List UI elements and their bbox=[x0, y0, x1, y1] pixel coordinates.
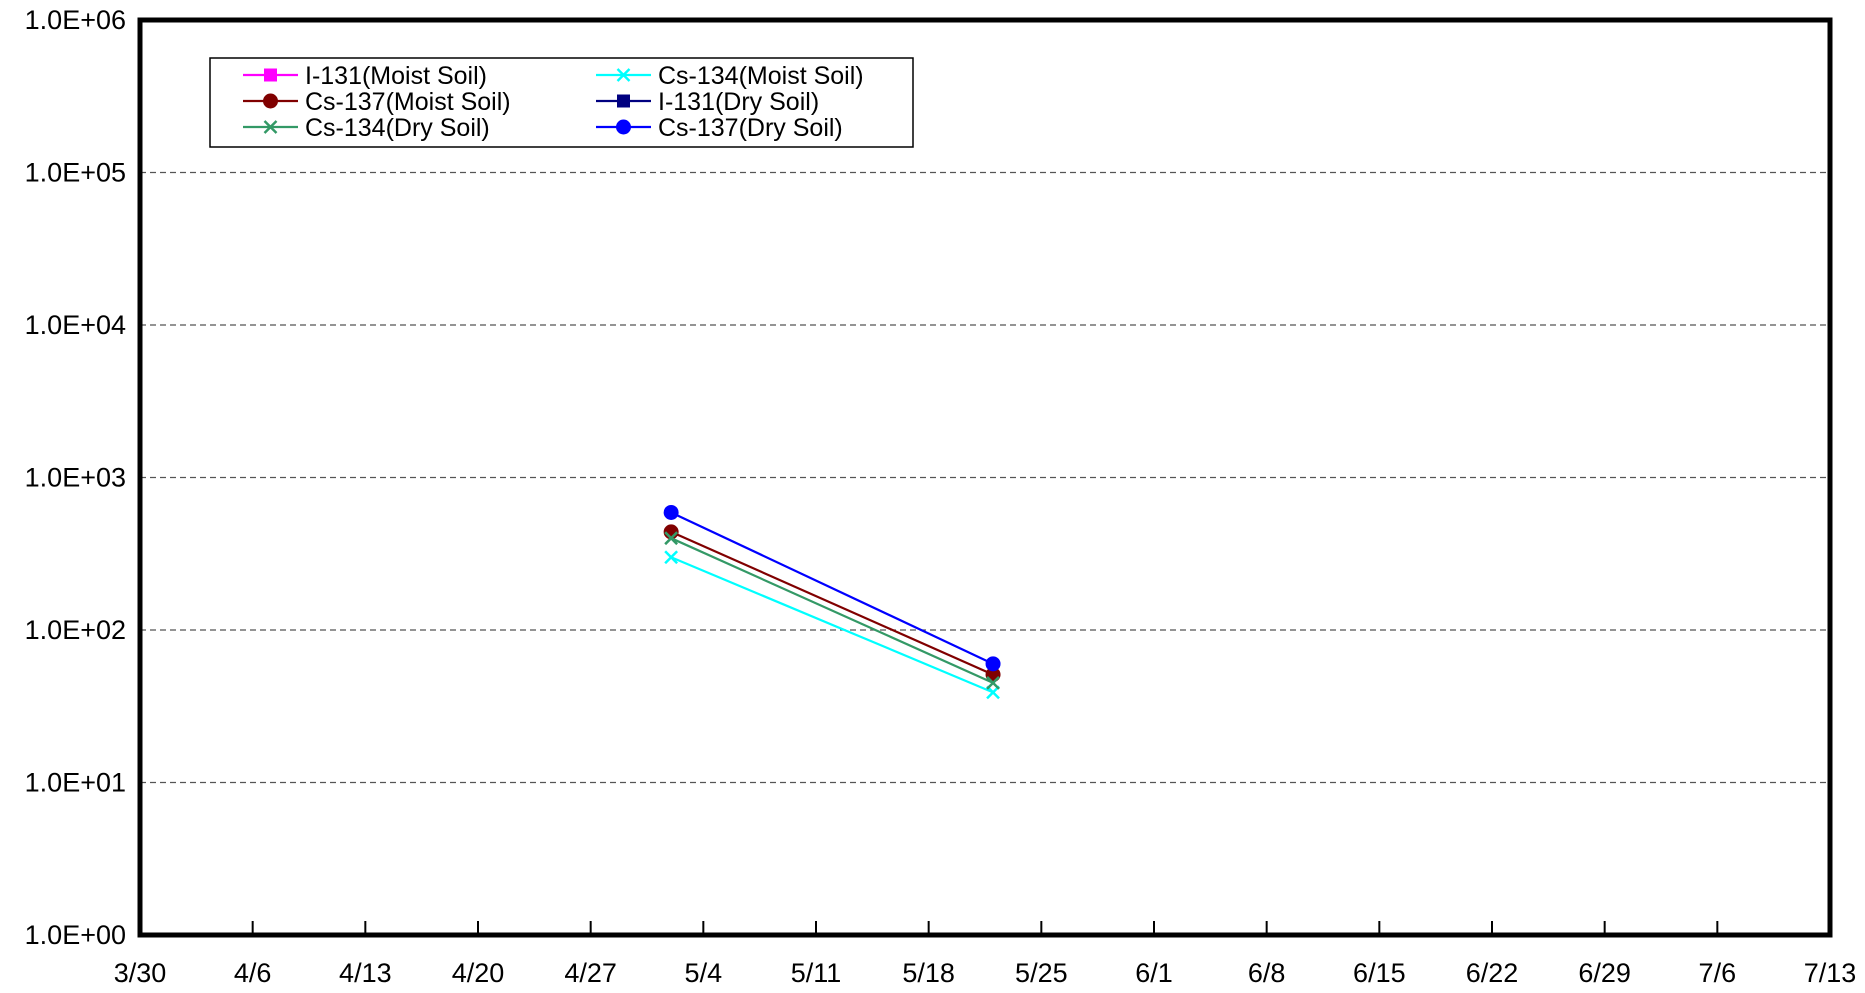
data-point bbox=[616, 68, 631, 82]
plot-series bbox=[663, 504, 1001, 700]
legend-entry: I-131(Moist Soil) bbox=[243, 62, 487, 90]
x-tick-label: 7/6 bbox=[1699, 958, 1737, 988]
x-tick-label: 6/29 bbox=[1578, 958, 1631, 988]
y-tick-label: 1.0E+00 bbox=[25, 920, 126, 950]
series-line bbox=[670, 511, 994, 665]
data-point bbox=[986, 676, 1000, 690]
x-tick-label: 4/20 bbox=[452, 958, 505, 988]
y-tick-label: 1.0E+03 bbox=[25, 463, 126, 493]
legend-label: Cs-134(Dry Soil) bbox=[305, 114, 490, 142]
series-line bbox=[670, 530, 994, 676]
series-cs-134-moist-soil bbox=[664, 550, 1000, 700]
legend-entry: Cs-137(Moist Soil) bbox=[243, 88, 511, 116]
legend-entry: Cs-134(Moist Soil) bbox=[596, 62, 864, 90]
legend: I-131(Moist Soil) Cs-134(Moist Soil) Cs-13… bbox=[209, 57, 914, 148]
x-tick-label: 3/30 bbox=[114, 958, 167, 988]
data-point-stroke bbox=[986, 676, 1000, 690]
x-axis: 3/30 4/6 4/13 4/20 4/27 5/4 5/11 5/18 5/25 6/1 6/8… bbox=[114, 921, 1857, 988]
data-point bbox=[616, 119, 631, 135]
x-tick-label: 5/18 bbox=[902, 958, 955, 988]
plot-area-border bbox=[137, 17, 1833, 938]
series-line bbox=[670, 556, 994, 694]
legend-entry: I-131(Dry Soil) bbox=[596, 88, 819, 116]
data-point-stroke bbox=[664, 531, 679, 546]
legend-label: I-131(Moist Soil) bbox=[305, 62, 487, 90]
x-tick-label: 5/4 bbox=[685, 958, 723, 988]
x-tick-label: 4/27 bbox=[564, 958, 617, 988]
legend-label: Cs-137(Moist Soil) bbox=[305, 88, 511, 116]
y-tick-label: 1.0E+01 bbox=[25, 768, 126, 798]
x-tick-label: 6/8 bbox=[1248, 958, 1286, 988]
y-axis: 1.0E+00 1.0E+01 1.0E+02 1.0E+03 1.0E+04 1.0E+… bbox=[25, 5, 126, 950]
data-point bbox=[985, 656, 1001, 672]
x-tick-label: 5/25 bbox=[1015, 958, 1068, 988]
x-tick-label: 4/6 bbox=[234, 958, 272, 988]
data-point bbox=[663, 504, 679, 520]
y-tick-label: 1.0E+02 bbox=[25, 615, 126, 645]
legend-entry: Cs-137(Dry Soil) bbox=[596, 114, 843, 142]
legend-box bbox=[209, 57, 914, 148]
legend-label: Cs-137(Dry Soil) bbox=[658, 114, 843, 142]
data-point bbox=[264, 68, 277, 82]
data-point-stroke bbox=[616, 68, 631, 82]
series-cs-137-dry-soil bbox=[663, 504, 1001, 672]
x-tick-label: 6/15 bbox=[1353, 958, 1406, 988]
data-point-stroke bbox=[263, 120, 278, 134]
data-point bbox=[263, 93, 278, 109]
x-tick-label: 7/13 bbox=[1804, 958, 1857, 988]
y-tick-label: 1.0E+05 bbox=[25, 158, 126, 188]
y-tick-label: 1.0E+06 bbox=[25, 5, 126, 35]
legend-label: Cs-134(Moist Soil) bbox=[658, 62, 864, 90]
gridlines bbox=[140, 171, 1830, 784]
data-point bbox=[263, 120, 278, 134]
series-line bbox=[670, 537, 994, 684]
data-point bbox=[617, 94, 630, 108]
data-point bbox=[664, 550, 679, 565]
legend-entry: Cs-134(Dry Soil) bbox=[243, 114, 490, 142]
data-point bbox=[664, 531, 679, 546]
x-tick-label: 6/1 bbox=[1135, 958, 1173, 988]
x-tick-label: 4/13 bbox=[339, 958, 392, 988]
data-point-stroke bbox=[664, 550, 679, 565]
x-tick-label: 5/11 bbox=[791, 958, 842, 988]
y-tick-label: 1.0E+04 bbox=[25, 310, 126, 340]
x-tick-label: 6/22 bbox=[1466, 958, 1519, 988]
series-cs-134-dry-soil bbox=[664, 531, 1000, 690]
legend-label: I-131(Dry Soil) bbox=[658, 88, 819, 116]
